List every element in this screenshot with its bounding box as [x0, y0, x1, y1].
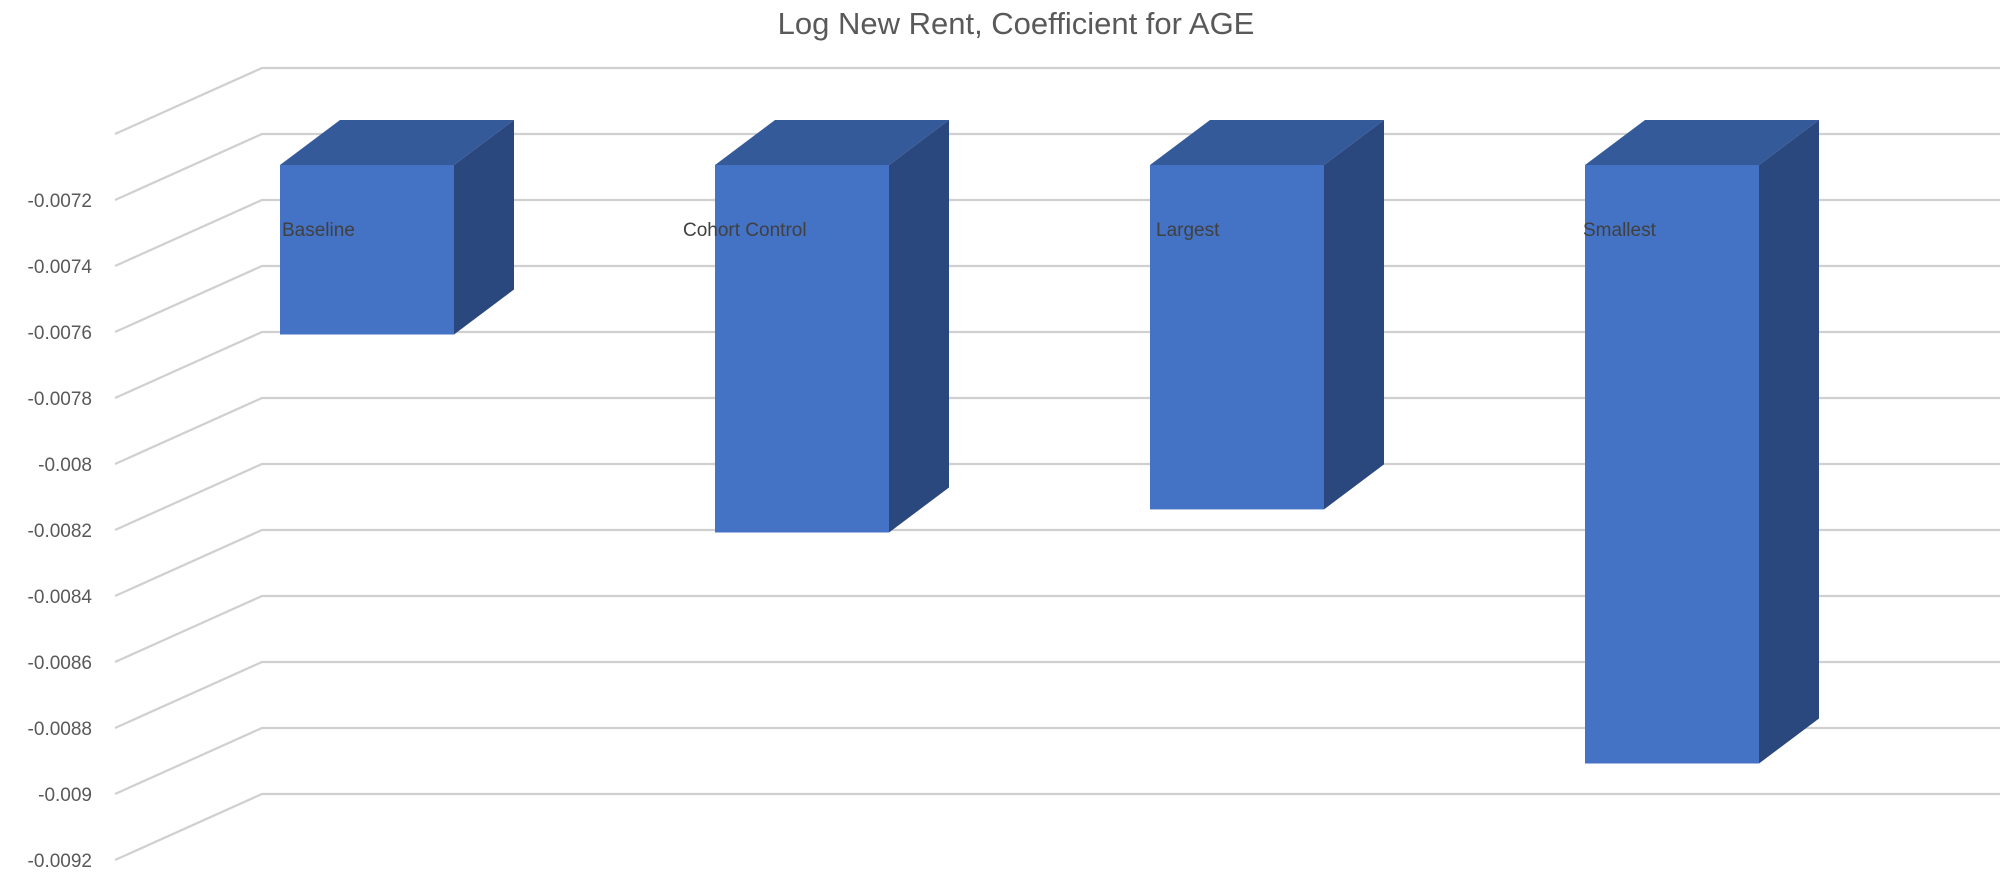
- bar-top-face: [1585, 120, 1819, 165]
- y-tick-label: -0.0088: [28, 719, 92, 740]
- bar-front-face: [1585, 165, 1759, 764]
- gridlines: [114, 66, 2000, 862]
- gridline: [114, 462, 2000, 532]
- bar: [280, 120, 514, 335]
- bar: [715, 120, 949, 533]
- y-tick-label: -0.0092: [28, 851, 92, 872]
- chart-title: Log New Rent, Coefficient for AGE: [778, 6, 1255, 41]
- gridline: [114, 264, 2000, 334]
- bars: [280, 120, 1819, 764]
- y-tick-label: -0.0078: [28, 389, 92, 410]
- y-tick-label: -0.0072: [28, 191, 92, 212]
- category-labels: Baseline Cohort Control Largest Smallest: [282, 220, 1657, 241]
- bar-side-face: [889, 120, 949, 533]
- y-tick-label: -0.0082: [28, 521, 92, 542]
- bar-side-face: [1324, 120, 1384, 510]
- y-tick-label: -0.0076: [28, 323, 92, 344]
- category-label: Baseline: [282, 220, 355, 241]
- gridline: [114, 132, 2000, 202]
- gridline: [114, 396, 2000, 466]
- gridline: [114, 660, 2000, 730]
- y-tick-label: -0.0084: [28, 587, 93, 608]
- gridline: [114, 594, 2000, 664]
- bar-front-face: [1150, 165, 1324, 510]
- bar: [1150, 120, 1384, 510]
- gridline: [114, 330, 2000, 400]
- gridline: [114, 198, 2000, 268]
- bar-top-face: [280, 120, 514, 165]
- y-tick-label: -0.0086: [28, 653, 92, 674]
- y-tick-label: -0.008: [38, 455, 92, 476]
- bar: [1585, 120, 1819, 764]
- gridline: [114, 726, 2000, 796]
- gridline: [114, 528, 2000, 598]
- y-tick-label: -0.0074: [28, 257, 93, 278]
- category-label: Cohort Control: [683, 220, 807, 241]
- y-axis-ticks: -0.0072 -0.0074 -0.0076 -0.0078 -0.008 -0.008…: [28, 191, 93, 872]
- gridline: [114, 66, 2000, 136]
- bar-side-face: [454, 120, 514, 335]
- category-label: Smallest: [1583, 220, 1657, 241]
- y-tick-label: -0.009: [38, 785, 92, 806]
- gridline: [114, 792, 2000, 862]
- bar-front-face: [715, 165, 889, 533]
- bar-top-face: [1150, 120, 1384, 165]
- bar-top-face: [715, 120, 949, 165]
- bar-side-face: [1759, 120, 1819, 764]
- category-label: Largest: [1156, 220, 1220, 241]
- bar-front-face: [280, 165, 454, 335]
